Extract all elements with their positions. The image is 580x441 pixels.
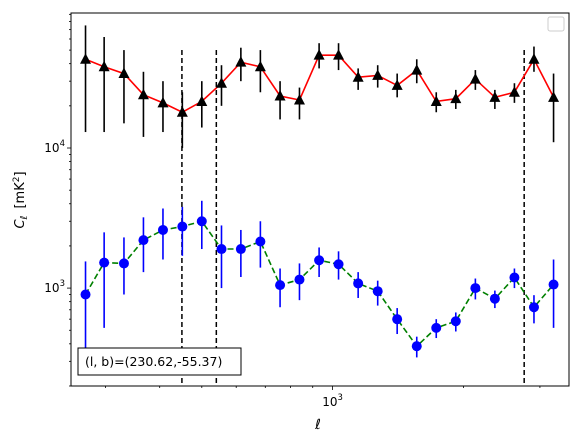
data-point-triangle — [274, 90, 286, 101]
data-point-triangle — [508, 86, 520, 97]
data-point-triangle — [548, 91, 560, 102]
data-point-triangle — [176, 106, 188, 117]
data-point-circle — [411, 341, 422, 352]
data-point-triangle — [469, 73, 481, 84]
data-point-circle — [528, 302, 539, 313]
data-point-circle — [314, 255, 325, 266]
data-point-triangle — [333, 49, 345, 60]
data-point-triangle — [293, 94, 305, 105]
y-axis-label-main: C — [13, 219, 28, 229]
data-point-triangle — [411, 64, 423, 75]
y-axis-label-sub: ℓ — [19, 215, 30, 219]
series-layer — [80, 25, 560, 362]
y-axis-label-unit-sup: 2 — [12, 177, 22, 183]
data-point-triangle — [196, 95, 208, 106]
data-point-circle — [196, 216, 207, 227]
data-point-circle — [431, 322, 442, 333]
data-point-circle — [353, 278, 364, 289]
data-point-triangle — [80, 53, 92, 64]
y-axis-label: Cℓ [mK2] — [12, 171, 30, 228]
data-point-triangle — [235, 56, 247, 67]
data-point-triangle — [254, 60, 266, 72]
y-tick-label: 103 — [44, 279, 65, 295]
y-axis-label-unit-close: ] — [13, 171, 28, 176]
x-axis-label: ℓ — [314, 417, 321, 433]
data-point-triangle — [313, 49, 325, 60]
data-point-circle — [333, 259, 344, 270]
data-point-circle — [489, 293, 500, 304]
svg-text:Cℓ[mK2]: Cℓ [mK2] — [12, 171, 30, 228]
data-point-circle — [548, 279, 559, 290]
data-point-triangle — [391, 79, 403, 90]
series-circles — [80, 200, 559, 362]
data-point-circle — [372, 286, 383, 297]
data-point-triangle — [528, 53, 540, 64]
data-point-triangle — [430, 95, 442, 106]
y-axis-label-unit: [mK — [13, 182, 28, 209]
data-point-circle — [138, 235, 149, 246]
data-point-circle — [255, 236, 266, 247]
data-point-circle — [294, 274, 305, 285]
data-point-triangle — [137, 88, 149, 100]
annotation-box: (l, b)=(230.62,-55.37) — [77, 347, 242, 376]
x-tick-label: 103 — [322, 393, 343, 409]
series-triangles — [80, 25, 560, 149]
plot-area — [71, 13, 569, 386]
data-point-triangle — [98, 60, 110, 72]
data-point-triangle — [489, 91, 501, 102]
data-point-circle — [275, 280, 286, 291]
plot-frame — [70, 12, 570, 387]
data-point-triangle — [352, 71, 364, 82]
data-point-circle — [80, 289, 91, 300]
data-point-circle — [177, 221, 188, 232]
data-point-circle — [99, 257, 110, 268]
data-point-circle — [235, 244, 246, 255]
data-point-triangle — [450, 92, 462, 104]
data-point-circle — [118, 258, 129, 269]
data-point-triangle — [157, 96, 169, 108]
data-point-triangle — [372, 69, 384, 80]
annotation-text: (l, b)=(230.62,-55.37) — [85, 354, 222, 369]
data-point-circle — [392, 314, 403, 325]
data-point-circle — [450, 316, 461, 327]
data-point-circle — [509, 272, 520, 283]
data-point-circle — [470, 283, 481, 294]
legend-box[interactable] — [547, 16, 565, 32]
data-point-circle — [216, 244, 227, 255]
y-tick-label: 104 — [44, 139, 65, 155]
data-point-triangle — [118, 67, 130, 79]
data-point-triangle — [215, 77, 227, 88]
data-point-circle — [157, 224, 168, 235]
